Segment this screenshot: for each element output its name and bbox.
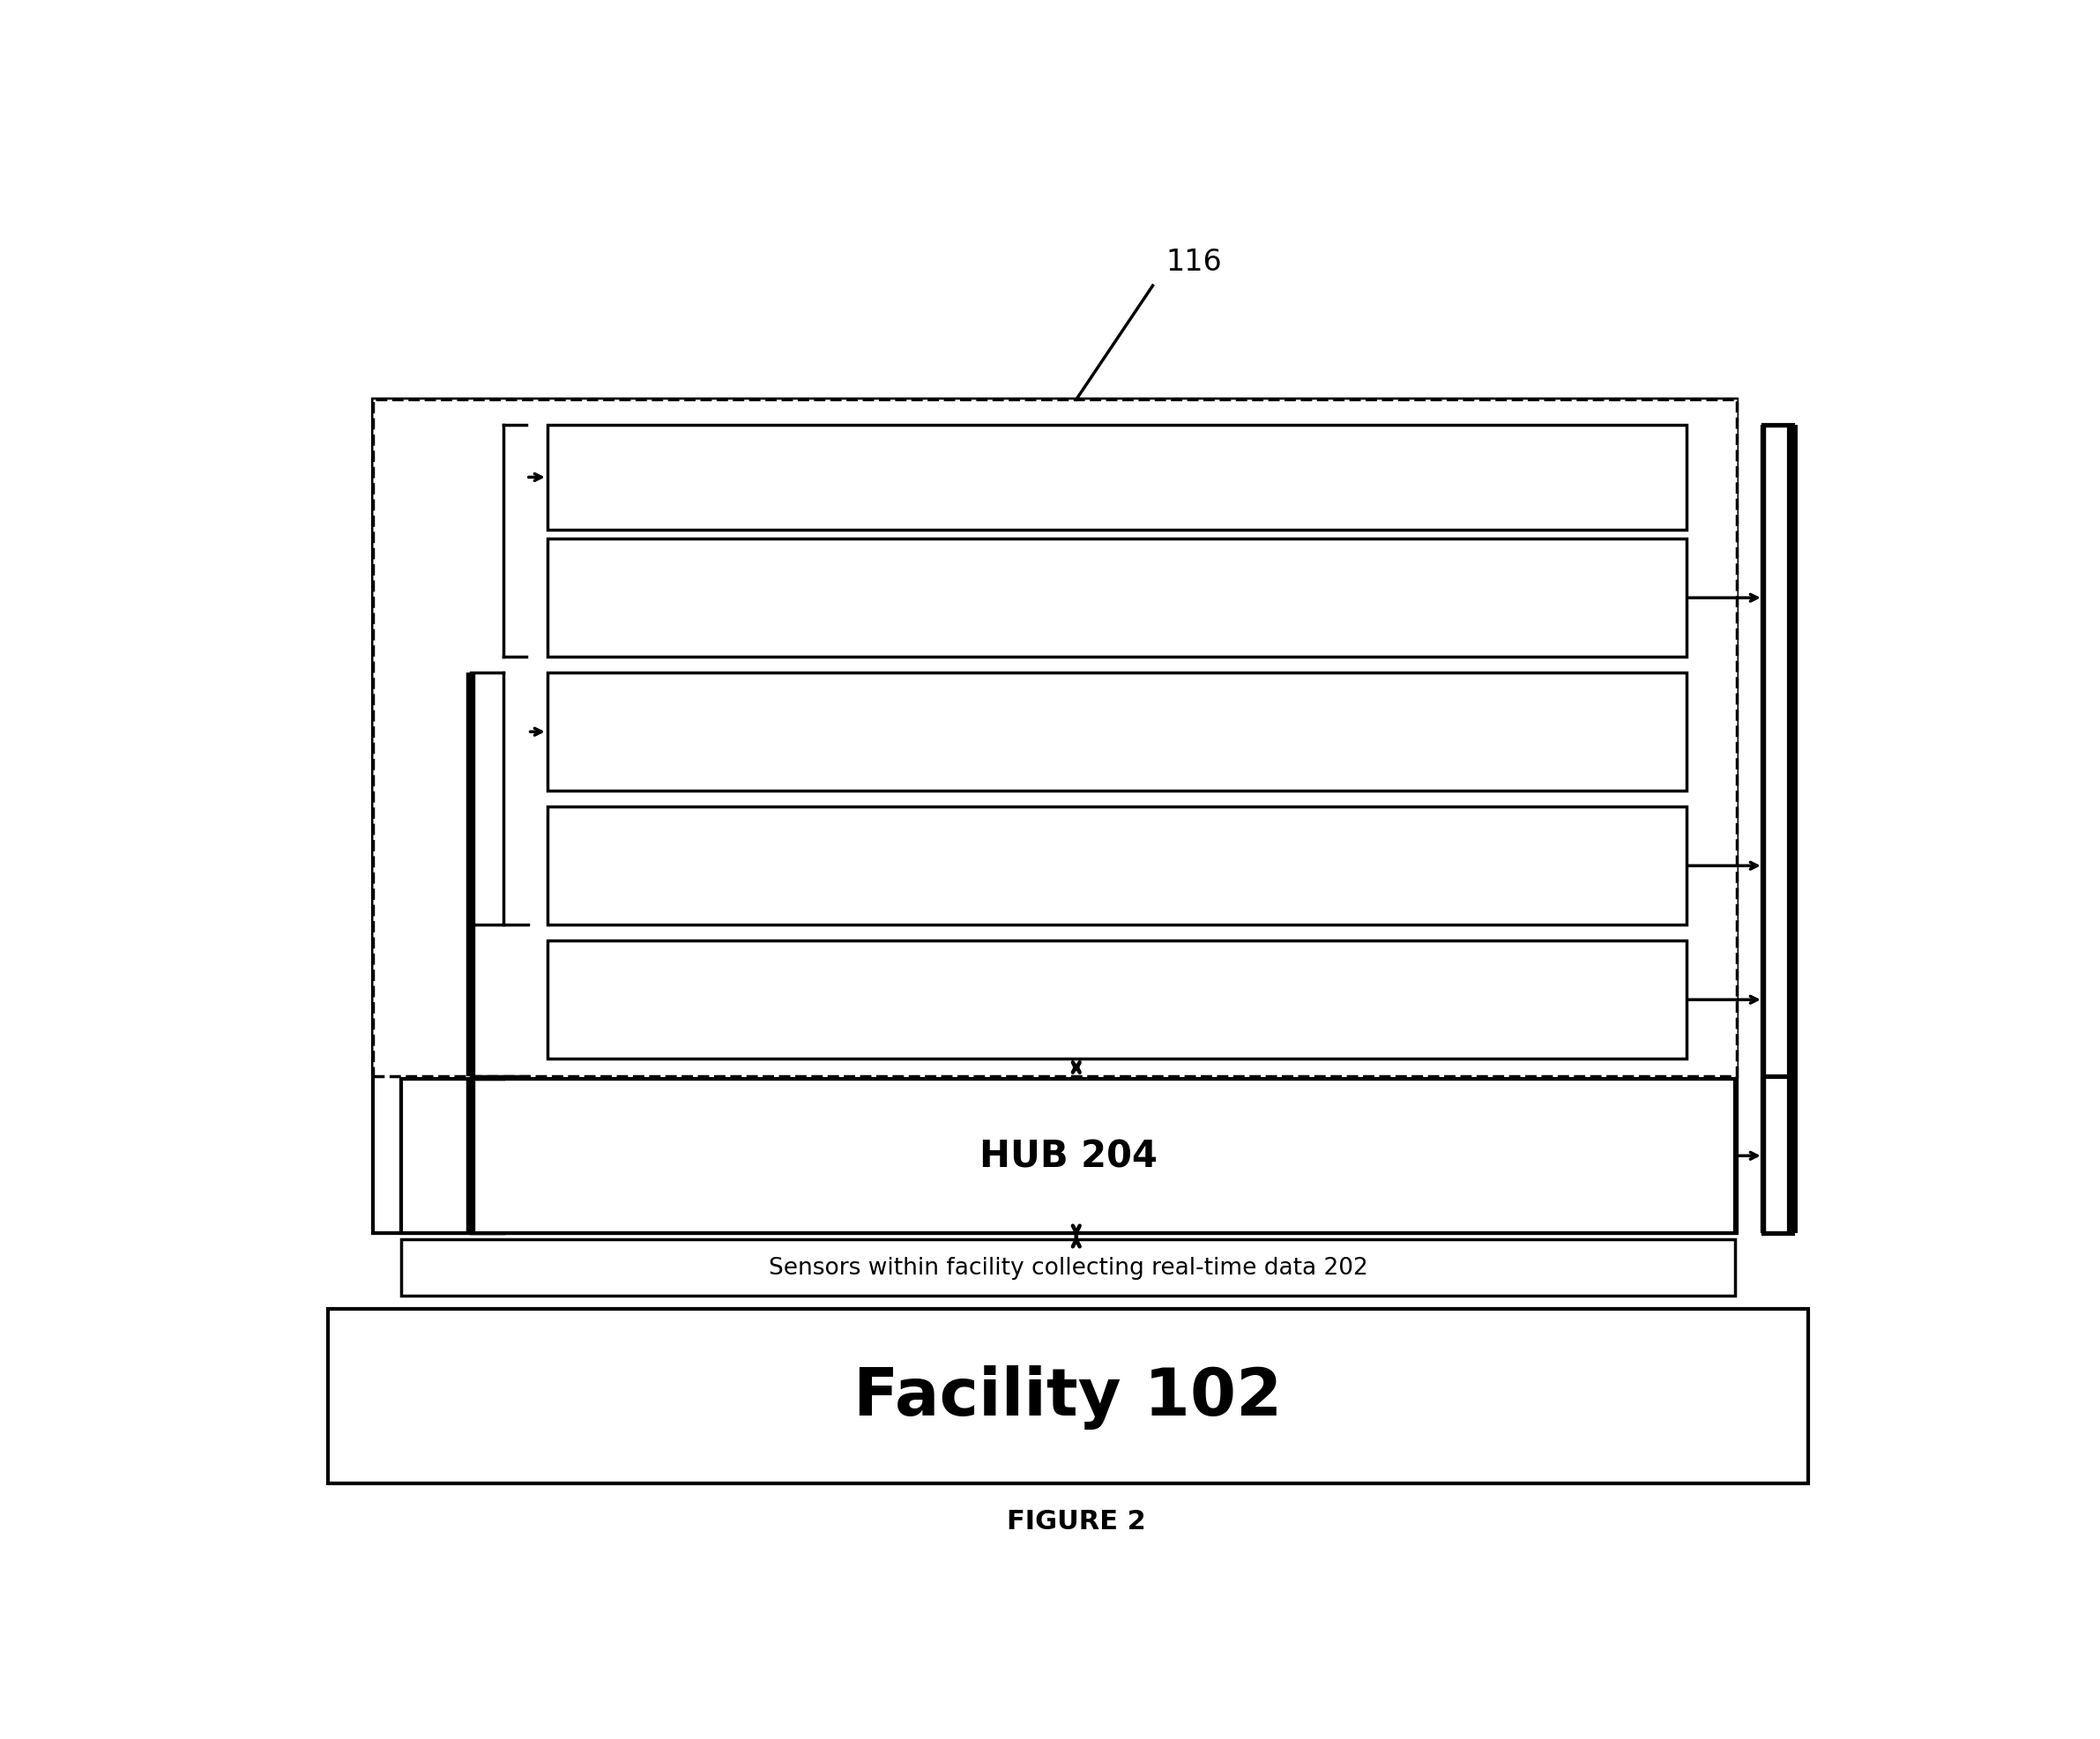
Text: HUB 204: HUB 204 [979, 1137, 1157, 1174]
Text: Simulation Engine
208: Simulation Engine 208 [928, 823, 1304, 911]
Text: Logical Facility Electrical Distribution Model
206: Logical Facility Electrical Distribution… [722, 963, 1512, 1036]
Text: HMI 214: HMI 214 [1031, 459, 1201, 496]
Text: Comparison Engine
210: Comparison Engine 210 [918, 689, 1317, 777]
Bar [548, 673, 1686, 791]
Bar [548, 539, 1686, 657]
Bar [401, 1078, 1735, 1233]
Text: Facility 102: Facility 102 [855, 1363, 1283, 1428]
Text: FIGURE 2: FIGURE 2 [1006, 1508, 1147, 1534]
Text: 116: 116 [1166, 247, 1222, 277]
Bar [548, 807, 1686, 925]
Bar [328, 1309, 1808, 1483]
Bar [374, 400, 1737, 1076]
Text: Decision Engine
212: Decision Engine 212 [951, 555, 1281, 643]
Text: Sensors within facility collecting real‐time data 202: Sensors within facility collecting real‐… [769, 1256, 1367, 1280]
Bar [548, 426, 1686, 530]
Bar [401, 1240, 1735, 1296]
Bar [548, 941, 1686, 1059]
Bar [374, 400, 1737, 1233]
